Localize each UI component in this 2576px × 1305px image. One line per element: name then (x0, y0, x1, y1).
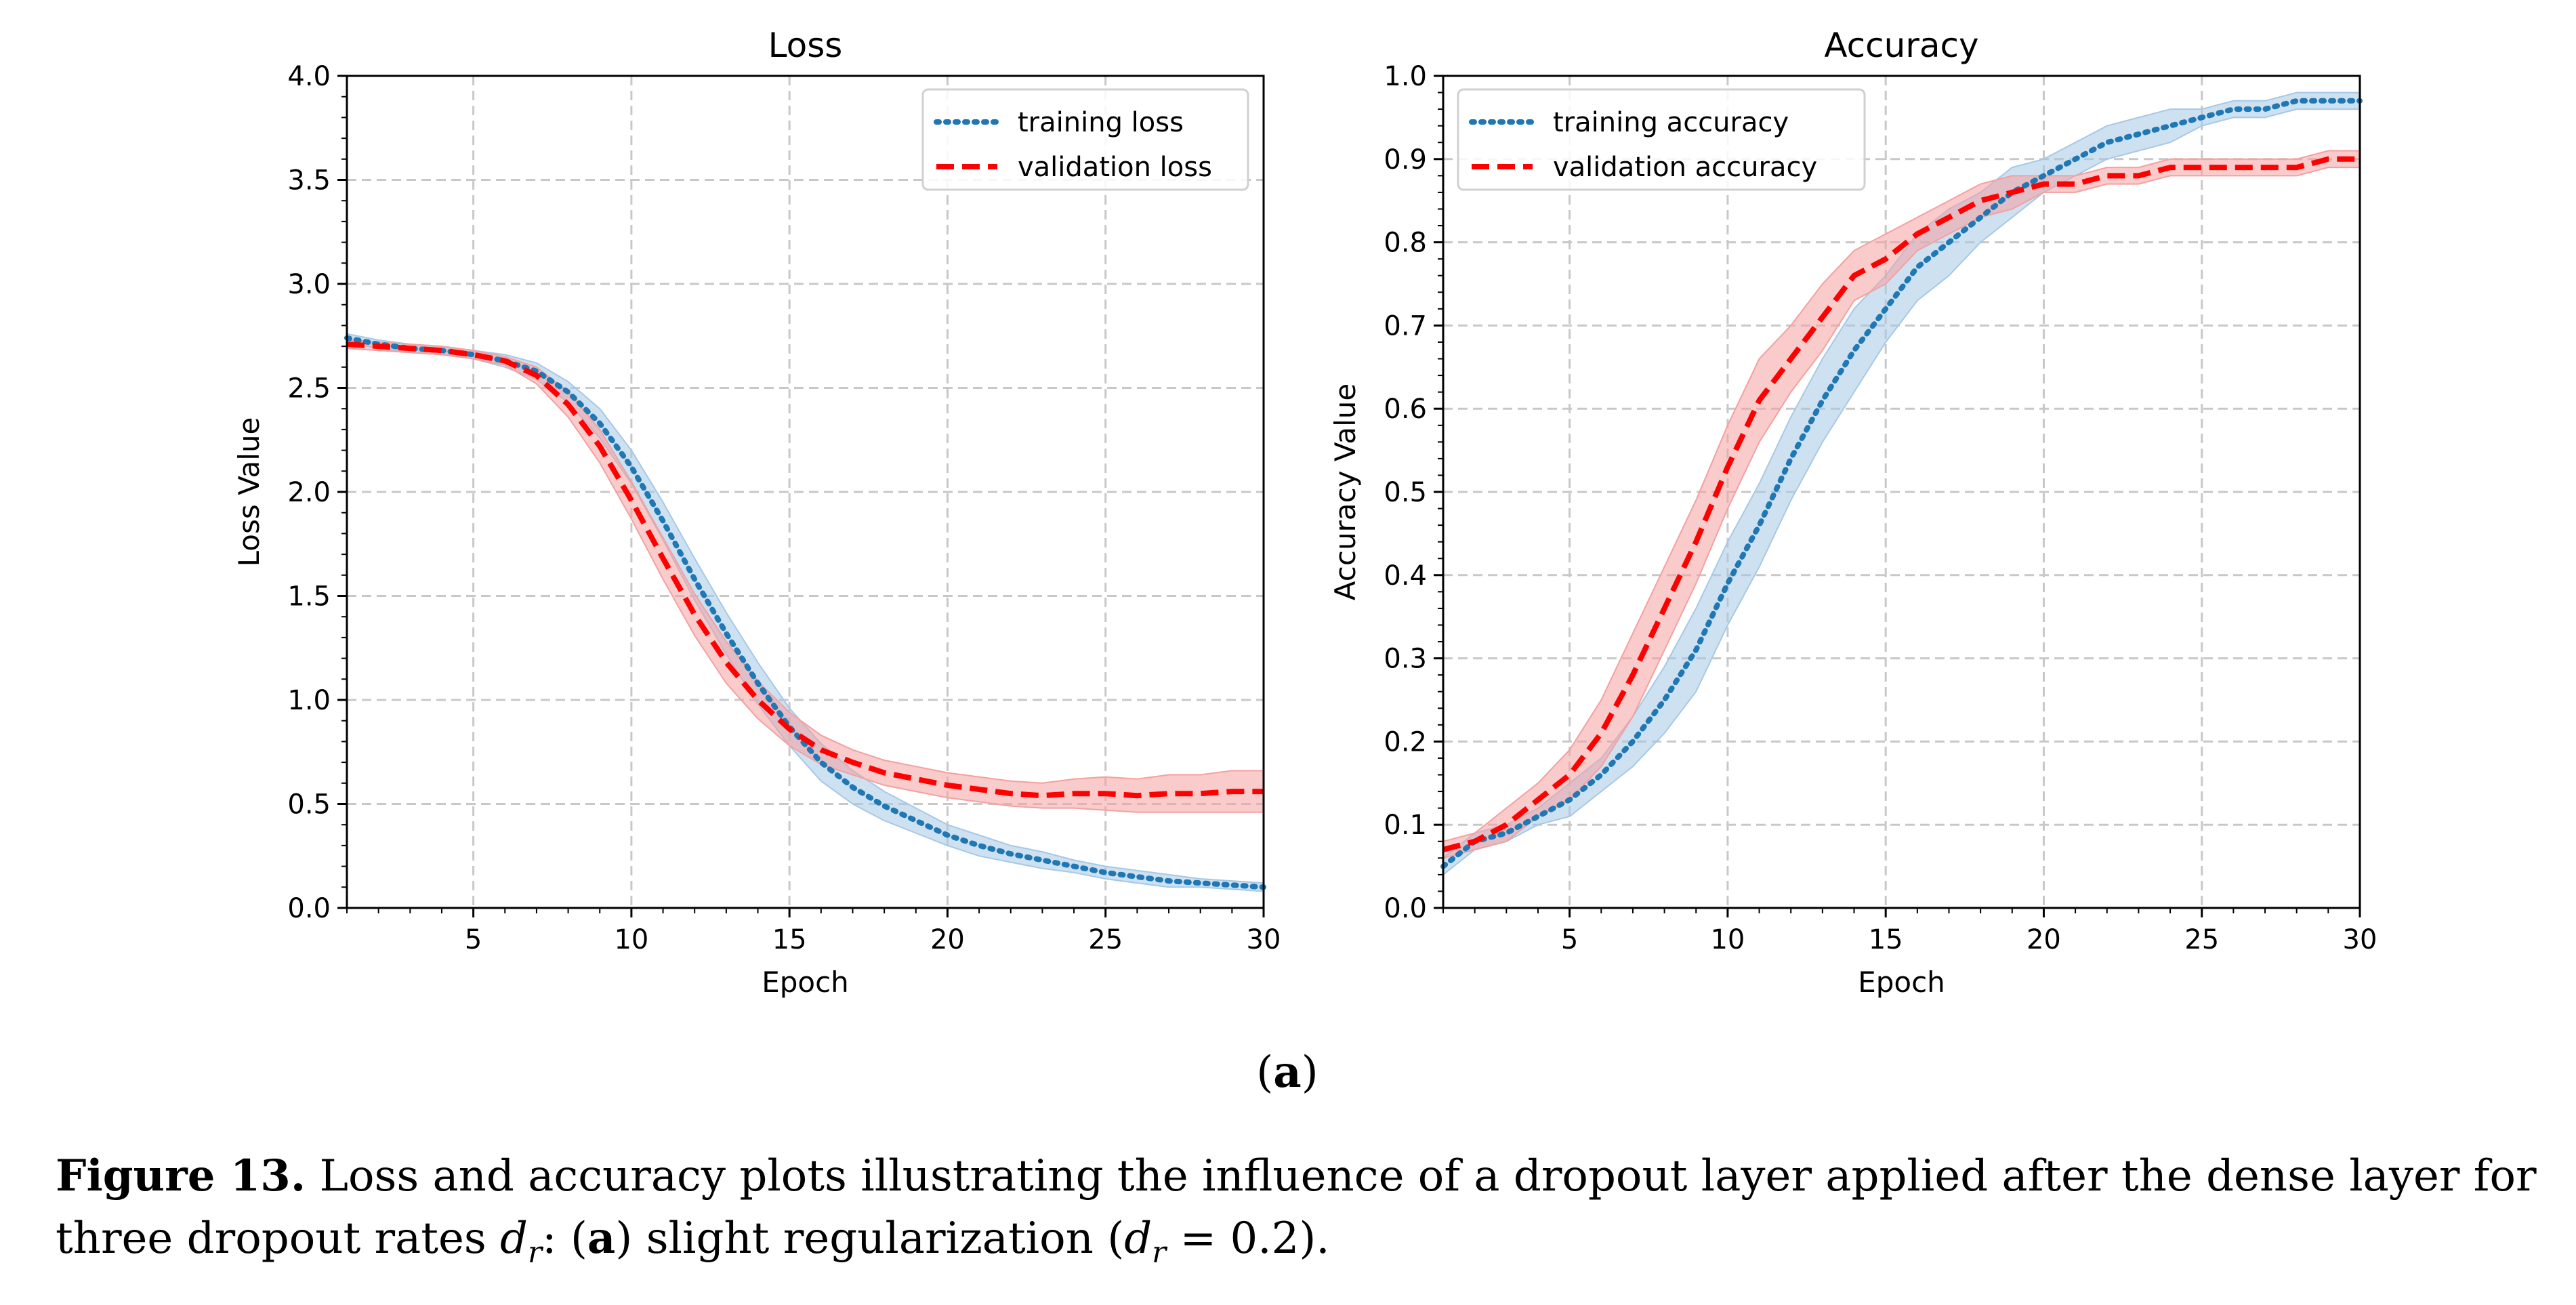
legend: training accuracy validation accuracy (1457, 88, 1866, 191)
x-tick-label: 10 (1710, 924, 1745, 955)
legend: training loss validation loss (921, 88, 1249, 191)
legend-label-validation: validation loss (1018, 152, 1212, 183)
caption-symbol-sub: r (528, 1235, 543, 1270)
y-tick-label: 0.2 (1384, 726, 1427, 758)
legend-label-training: training loss (1018, 107, 1184, 138)
series-line-validation (1442, 156, 2360, 852)
series-line-validation (346, 341, 1264, 799)
x-tick-label: 30 (2343, 924, 2377, 955)
y-tick-label: 0.5 (1384, 477, 1427, 508)
legend-label-training: training accuracy (1553, 107, 1789, 138)
caption-symbol: d (500, 1214, 528, 1264)
subfigure-label: (a) (1256, 1047, 1318, 1098)
y-tick-label: 2.0 (287, 477, 331, 508)
legend-box (921, 88, 1249, 191)
x-tick-label: 5 (1561, 924, 1578, 955)
y-tick-label: 3.5 (287, 165, 331, 196)
x-tick-label: 5 (465, 924, 482, 955)
x-tick-label: 25 (2184, 924, 2219, 955)
caption-text-line1: Loss and accuracy plots illustrating the… (319, 1151, 2537, 1201)
y-tick-label: 0.0 (287, 893, 331, 924)
y-tick-label: 1.0 (1384, 61, 1427, 92)
y-tick-label: 0.8 (1384, 228, 1427, 259)
x-tick-label: 15 (772, 924, 807, 955)
y-axis-label: Loss Value (232, 417, 266, 567)
y-tick-label: 1.0 (287, 685, 331, 716)
y-tick-label: 1.5 (287, 581, 331, 613)
loss-chart: 5 10 15 20 25 30 0.0 0.5 1.0 1.5 2.0 2.5 3.0 3.5 4.0 Lo… (232, 26, 1281, 999)
caption-label: Figure 13. (56, 1151, 306, 1201)
y-tick-label: 4.0 (287, 61, 331, 92)
caption-text-line2-pre: three dropout rates (56, 1214, 501, 1264)
series-line-training (344, 335, 1266, 890)
caption-text-line2-mid: : ( (542, 1214, 587, 1264)
accuracy-chart: 5 10 15 20 25 30 0.0 0.1 0.2 0.3 0.4 0.5 0.6 0.7 0.8 0.… (1329, 26, 2377, 999)
y-tick-label: 0.3 (1384, 644, 1427, 675)
caption-symbol-sub-2: r (1152, 1235, 1167, 1270)
x-tick-label: 25 (1088, 924, 1123, 955)
chart-title: Accuracy (1824, 26, 1978, 65)
x-axis-label: Epoch (762, 966, 849, 999)
y-tick-label: 0.5 (287, 789, 331, 821)
y-axis-label: Accuracy Value (1329, 384, 1362, 600)
x-tick-label: 10 (614, 924, 648, 955)
series-line-training (1440, 98, 2363, 869)
caption-panel: a (587, 1213, 616, 1264)
y-tick-label: 3.0 (287, 269, 331, 300)
legend-box (1457, 88, 1866, 191)
series-band-validation (1442, 150, 2361, 859)
caption-text-line2-eq: = 0.2). (1166, 1214, 1330, 1264)
x-axis-label: Epoch (1858, 966, 1945, 999)
y-tick-label: 2.5 (287, 373, 331, 405)
legend-label-validation: validation accuracy (1553, 152, 1817, 183)
x-tick-label: 20 (2027, 924, 2061, 955)
x-tick-label: 30 (1247, 924, 1281, 955)
y-tick-label: 0.1 (1384, 810, 1427, 841)
x-tick-label: 15 (1869, 924, 1903, 955)
caption-text-line2-post: ) slight regularization ( (615, 1214, 1125, 1264)
x-tick-label: 20 (930, 924, 965, 955)
y-tick-label: 0.7 (1384, 310, 1427, 341)
caption-symbol-2: d (1124, 1214, 1152, 1264)
y-tick-label: 0.9 (1384, 144, 1427, 175)
y-tick-label: 0.6 (1384, 394, 1427, 425)
figure-caption: Figure 13. Loss and accuracy plots illus… (56, 1145, 2549, 1284)
y-tick-label: 0.0 (1384, 893, 1427, 924)
chart-title: Loss (768, 26, 843, 65)
y-tick-label: 0.4 (1384, 560, 1427, 592)
